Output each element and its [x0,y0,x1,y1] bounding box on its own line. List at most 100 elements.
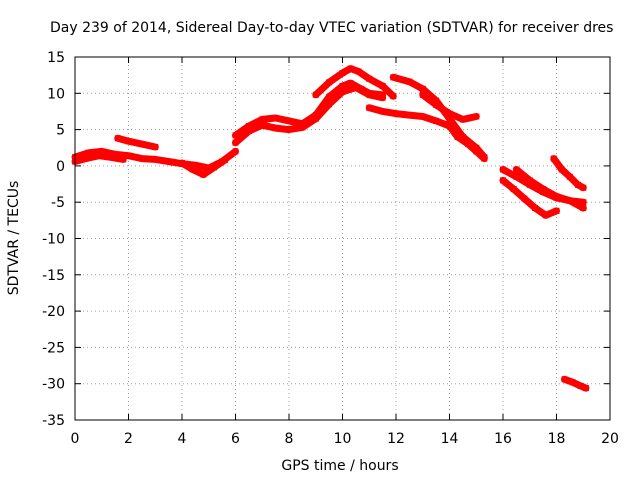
y-tick-label: -20 [42,304,65,320]
data-point [433,117,440,124]
data-point [312,91,319,98]
data-point [446,115,453,122]
data-point [106,154,113,161]
data-point [473,113,480,120]
x-tick-label: 16 [494,431,512,447]
data-point [125,138,132,145]
grid-lines [75,57,610,420]
data-point [473,144,480,151]
data-point [245,123,252,129]
data-point [406,78,413,85]
data-point [500,177,506,184]
x-tick-label: 0 [71,431,80,447]
data-point [553,193,560,200]
data-point [179,160,185,166]
data-point [569,379,576,386]
data-point [532,205,539,211]
x-tick-label: 18 [548,431,566,447]
data-point [393,110,399,117]
data-point [347,65,354,72]
data-point [390,93,397,100]
series-track-f [232,84,387,147]
data-point [561,376,568,383]
series-track-j [419,91,480,123]
data-point [259,122,266,129]
x-tick-label: 8 [285,431,294,447]
data-point [526,181,533,188]
series-line-track-f [232,84,387,147]
data-point [286,126,292,133]
data-point [200,171,207,178]
data-point [347,80,354,87]
data-point [419,85,426,92]
data-point [459,133,466,140]
axis-ticks [74,56,611,421]
y-tick-label: -35 [42,413,65,429]
series-track-g [312,65,397,100]
data-point [339,83,346,89]
x-tick-label: 20 [601,431,619,447]
data-point [558,166,565,173]
y-axis-label: SDTVAR / TECUs [6,181,22,296]
data-point [96,152,103,159]
data-point [553,207,560,214]
data-point [165,158,172,165]
data-point [112,151,119,158]
data-point [550,155,557,162]
data-point [454,133,461,140]
data-point [272,125,279,132]
data-point [419,91,426,98]
series-track-o [561,375,590,392]
y-tick-label: 15 [47,50,65,66]
x-tick-label: 10 [334,431,352,447]
data-point [152,156,159,163]
data-point [582,385,589,392]
chart-title: Day 239 of 2014, Sidereal Day-to-day VTE… [50,20,613,36]
y-tick-label: 0 [56,159,65,175]
series-track-m [512,166,587,212]
y-tick-label: -25 [42,340,65,356]
x-tick-label: 14 [441,431,459,447]
data-point [580,205,587,211]
data-point [221,157,228,164]
data-point [355,68,362,75]
data-point [446,123,453,129]
data-point [232,139,239,146]
x-tick-label: 2 [124,431,133,447]
data-point [366,75,373,82]
series-track-l [499,176,560,219]
data-point [577,382,584,389]
data-point [459,116,466,123]
data-point [192,162,199,169]
data-point [286,117,292,124]
data-point [406,112,413,119]
x-axis-label: GPS time / hours [281,458,398,474]
data-point [481,154,488,161]
data-point [326,93,333,100]
data-point [152,144,159,150]
data-point [526,177,533,184]
data-point [326,101,333,108]
data-point [299,124,306,131]
y-tick-label: -5 [51,195,65,211]
x-tick-labels: 0 2 4 6 8 10 12 14 16 18 20 [71,431,619,447]
x-tick-label: 12 [387,431,405,447]
data-point [98,148,105,155]
data-point [326,79,333,86]
x-tick-label: 6 [231,431,240,447]
data-point [580,184,587,191]
data-point [390,74,397,81]
data-point [366,91,373,98]
data-point [352,84,359,91]
data-point [312,115,319,122]
data-point [540,186,547,193]
series-track-c [114,134,159,151]
data-point [138,155,145,162]
data-point [513,166,520,173]
data-point [446,110,453,117]
y-tick-label: -10 [42,232,65,248]
data-point [379,94,386,101]
data-series-layer [71,65,590,392]
data-point [513,173,520,180]
